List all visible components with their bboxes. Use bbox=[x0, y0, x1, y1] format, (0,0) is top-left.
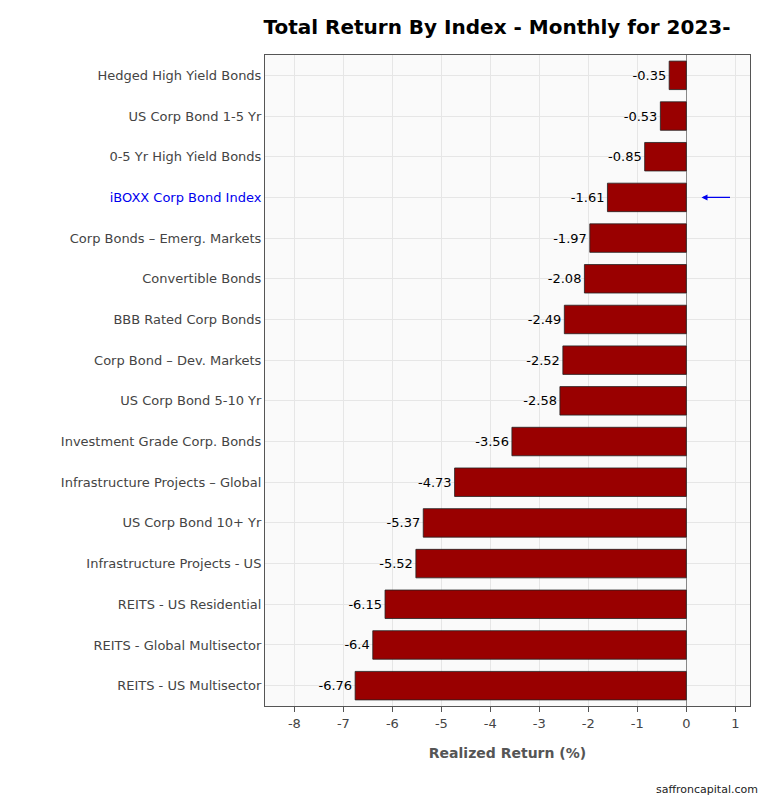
svg-text:-7: -7 bbox=[337, 716, 350, 731]
svg-text:-4.73: -4.73 bbox=[418, 475, 452, 490]
svg-text:Corp Bonds – Emerg. Markets: Corp Bonds – Emerg. Markets bbox=[70, 231, 262, 246]
svg-text:saffroncapital.com: saffroncapital.com bbox=[656, 783, 758, 796]
svg-text:-2.49: -2.49 bbox=[528, 312, 562, 327]
svg-text:BBB Rated Corp Bonds: BBB Rated Corp Bonds bbox=[113, 312, 261, 327]
svg-text:Infrastructure Projects - US: Infrastructure Projects - US bbox=[86, 556, 261, 571]
svg-text:US Corp Bond 1-5 Yr: US Corp Bond 1-5 Yr bbox=[129, 109, 262, 124]
svg-text:-6: -6 bbox=[386, 716, 399, 731]
svg-text:Hedged High Yield Bonds: Hedged High Yield Bonds bbox=[98, 68, 262, 83]
svg-text:-4: -4 bbox=[484, 716, 497, 731]
svg-text:REITS - Global Multisector: REITS - Global Multisector bbox=[93, 638, 262, 653]
svg-text:0: 0 bbox=[682, 716, 690, 731]
svg-text:-2: -2 bbox=[582, 716, 595, 731]
svg-text:-5.37: -5.37 bbox=[387, 515, 421, 530]
svg-text:-6.4: -6.4 bbox=[344, 637, 369, 652]
svg-text:-3: -3 bbox=[533, 716, 546, 731]
svg-text:1: 1 bbox=[731, 716, 739, 731]
svg-text:Total Return By Index - Monthl: Total Return By Index - Monthly for 2023… bbox=[263, 15, 730, 39]
svg-text:-0.85: -0.85 bbox=[608, 149, 642, 164]
svg-text:-2.58: -2.58 bbox=[523, 393, 557, 408]
svg-text:-2.08: -2.08 bbox=[548, 271, 582, 286]
svg-text:Realized Return (%): Realized Return (%) bbox=[429, 745, 586, 761]
svg-text:-6.15: -6.15 bbox=[348, 597, 382, 612]
svg-text:Infrastructure Projects – Glob: Infrastructure Projects – Global bbox=[61, 475, 262, 490]
svg-text:-1.61: -1.61 bbox=[571, 190, 605, 205]
svg-text:-5: -5 bbox=[435, 716, 448, 731]
svg-text:Convertible Bonds: Convertible Bonds bbox=[142, 271, 261, 286]
svg-text:US Corp Bond 5-10 Yr: US Corp Bond 5-10 Yr bbox=[120, 393, 262, 408]
svg-text:-8: -8 bbox=[288, 716, 301, 731]
svg-text:REITS - US Residential: REITS - US Residential bbox=[118, 597, 262, 612]
svg-text:-3.56: -3.56 bbox=[475, 434, 509, 449]
svg-text:-2.52: -2.52 bbox=[526, 353, 560, 368]
svg-text:-0.53: -0.53 bbox=[624, 109, 658, 124]
svg-text:-5.52: -5.52 bbox=[379, 556, 413, 571]
svg-text:US Corp Bond 10+ Yr: US Corp Bond 10+ Yr bbox=[122, 515, 262, 530]
svg-text:Corp Bond – Dev. Markets: Corp Bond – Dev. Markets bbox=[94, 353, 262, 368]
svg-text:iBOXX Corp Bond Index: iBOXX Corp Bond Index bbox=[110, 190, 262, 205]
svg-text:-1.97: -1.97 bbox=[553, 231, 587, 246]
svg-text:REITS - US Multisector: REITS - US Multisector bbox=[117, 678, 262, 693]
svg-text:-6.76: -6.76 bbox=[318, 678, 352, 693]
svg-text:Investment Grade Corp. Bonds: Investment Grade Corp. Bonds bbox=[61, 434, 262, 449]
svg-text:-1: -1 bbox=[631, 716, 644, 731]
svg-text:-0.35: -0.35 bbox=[633, 68, 667, 83]
svg-text:0-5 Yr High Yield Bonds: 0-5 Yr High Yield Bonds bbox=[109, 149, 261, 164]
